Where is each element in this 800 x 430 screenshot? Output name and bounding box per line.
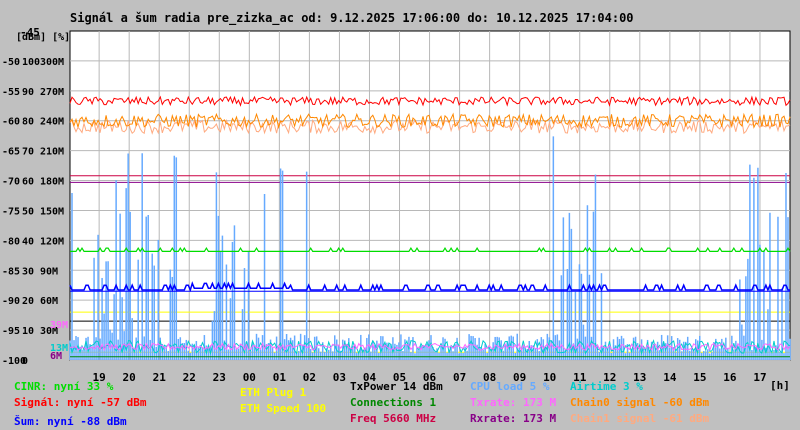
x-tick-label: 15	[693, 371, 706, 384]
y-tick-percent: 10	[22, 326, 34, 337]
x-tick-label: 22	[183, 371, 196, 384]
legend-airtime: Airtime 3 %	[570, 380, 643, 393]
rate-marker-label: 39M	[50, 320, 68, 331]
y-tick-rate: 30M	[40, 326, 58, 337]
rate-marker-label: 6M	[50, 351, 62, 362]
legend-chain0: Chain0 signal -60 dBm	[570, 396, 710, 409]
x-tick-label: 00	[243, 371, 256, 384]
y-tick-percent: 100	[22, 57, 40, 68]
legend-eth-plug: ETH Plug 1	[240, 386, 307, 399]
y-tick-percent: 0	[22, 356, 28, 367]
x-tick-label: 08	[483, 371, 496, 384]
y-tick-rate: 60M	[40, 296, 58, 307]
cinr-series	[70, 246, 791, 253]
series-layer	[69, 95, 791, 360]
legend-chain1: Chain1 signal -61 dBm	[570, 412, 710, 425]
y-tick-dbm: -90	[2, 296, 20, 307]
y-tick-dbm: -75	[2, 206, 20, 217]
y-tick-dbm: -80	[2, 236, 20, 247]
y-tick-percent: 40	[22, 236, 34, 247]
x-tick-label: 14	[663, 371, 677, 384]
legend-txrate: Txrate: 173 M	[470, 396, 557, 409]
y-tick-percent: 20	[22, 296, 34, 307]
x-tick-label: 11	[573, 371, 587, 384]
units-label: [dBm] [%]	[16, 32, 70, 43]
y-tick-percent: 90	[22, 87, 34, 98]
legend-connections: Connections 1	[350, 396, 437, 409]
x-tick-label: 17	[753, 371, 766, 384]
chart-title: Signál a šum radia pre_zizka_ac od: 9.12…	[70, 11, 634, 26]
txrate-series	[69, 342, 791, 352]
y-tick-percent: 50	[22, 206, 34, 217]
x-tick-label: 01	[273, 371, 287, 384]
noise-series	[69, 281, 790, 293]
y-tick-rate: 300M	[40, 57, 64, 68]
y-tick-dbm: -55	[2, 87, 20, 98]
x-tick-label: 12	[603, 371, 616, 384]
y-tick-rate: 150M	[40, 206, 64, 217]
y-tick-percent: 80	[22, 117, 34, 128]
x-tick-label: 13	[633, 371, 646, 384]
y-tick-percent: 60	[22, 177, 34, 188]
signal-series	[69, 95, 791, 107]
x-tick-label: 07	[453, 371, 466, 384]
x-tick-label: 03	[333, 371, 346, 384]
x-tick-label: 21	[153, 371, 167, 384]
x-tick-label: 10	[543, 371, 556, 384]
y-tick-rate: 180M	[40, 177, 64, 188]
legend-eth-speed: ETH Speed 100	[240, 402, 327, 415]
y-tick-rate: 240M	[40, 117, 64, 128]
chain0-series	[69, 112, 791, 130]
airtime-series	[69, 339, 791, 356]
y-tick-dbm: -85	[2, 266, 20, 277]
legend-rxrate: Rxrate: 173 M	[470, 412, 557, 425]
legend-noise: Šum: nyní -88 dBm	[14, 415, 127, 428]
x-tick-label: 09	[513, 371, 526, 384]
y-tick-percent: 70	[22, 147, 34, 158]
grid-lines	[70, 31, 790, 361]
legend-cpu: CPU load 5 %	[470, 380, 550, 393]
y-tick-dbm: -60	[2, 117, 20, 128]
y-tick-rate: 210M	[40, 147, 64, 158]
y-tick-dbm: -70	[2, 177, 20, 188]
x-unit-label: [h]	[770, 379, 790, 392]
legend-txpower: TxPower 14 dBm	[350, 380, 443, 393]
y-tick-rate: 120M	[40, 236, 64, 247]
rate-marker-label: 13M	[50, 343, 68, 354]
y-tick-dbm: -95	[2, 326, 20, 337]
legend-freq: Freq 5660 MHz	[350, 412, 437, 425]
y-tick-dbm: -65	[2, 147, 20, 158]
y-tick-dbm: -50	[2, 57, 20, 68]
y-top-label: -45	[20, 26, 40, 39]
y-tick-dbm: -100	[2, 356, 26, 367]
x-tick-label: 06	[423, 371, 437, 384]
y-tick-rate: 90M	[40, 266, 58, 277]
y-tick-percent: 30	[22, 266, 34, 277]
x-tick-label: 02	[303, 371, 316, 384]
x-tick-label: 16	[723, 371, 737, 384]
x-tick-label: 23	[213, 371, 226, 384]
x-tick-label: 05	[393, 371, 406, 384]
x-tick-label: 20	[123, 371, 136, 384]
legend-signal: Signál: nyní -57 dBm	[14, 396, 147, 409]
axis-labels: -50 100 300M-55 90 270M-60 80 240M-65 70 210M-70…	[2, 57, 767, 384]
x-tick-label: 19	[93, 371, 106, 384]
legend-cinr: CINR: nyní 33 %	[14, 380, 114, 393]
x-tick-label: 04	[363, 371, 377, 384]
y-tick-rate: 270M	[40, 87, 64, 98]
chain1-series	[69, 118, 791, 135]
